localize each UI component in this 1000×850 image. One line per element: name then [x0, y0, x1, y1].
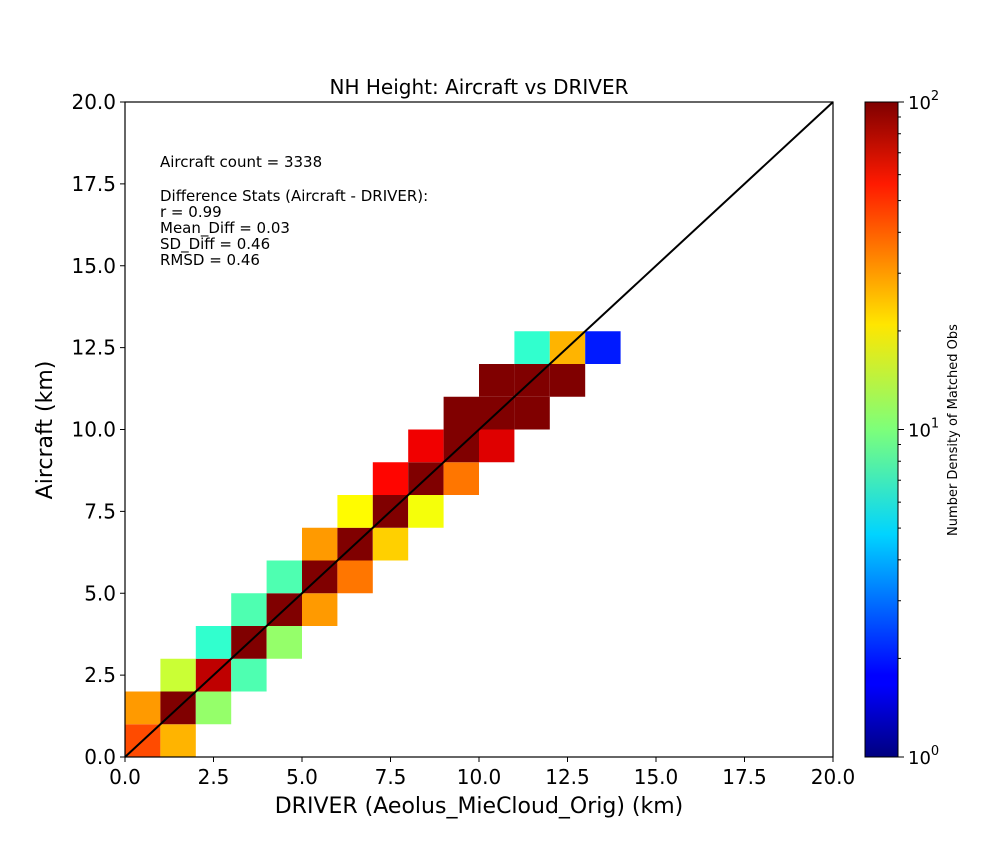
one-to-one-line: [124, 101, 834, 758]
x-tick-label: 17.5: [722, 765, 767, 789]
heatmap-cell: [231, 593, 267, 626]
colorbar-ticks: 100 101 102: [898, 89, 939, 769]
mean-diff-stat: Mean_Diff = 0.03: [160, 219, 290, 238]
x-tick-label: 15.0: [634, 765, 679, 789]
x-tick-label: 20.0: [811, 765, 856, 789]
heatmap-cell: [266, 560, 302, 594]
heatmap-cell: [195, 626, 232, 659]
y-tick-label: 20.0: [71, 90, 116, 114]
heatmap-cells: [125, 331, 621, 757]
heatmap-cell: [160, 658, 196, 692]
difference-stats-heading: Difference Stats (Aircraft - DRIVER):: [160, 187, 428, 205]
heatmap-cell: [372, 527, 409, 561]
heatmap-cell: [302, 527, 338, 561]
heatmap-cell: [549, 364, 586, 397]
colorbar-tick-label: 102: [908, 89, 939, 114]
x-tick-label: 0.0: [109, 765, 141, 789]
chart-title: NH Height: Aircraft vs DRIVER: [330, 75, 629, 99]
heatmap-cell: [302, 593, 338, 626]
x-tick-label: 2.5: [198, 765, 230, 789]
heatmap-cell: [479, 364, 515, 397]
y-tick-label: 15.0: [71, 254, 116, 278]
x-tick-label: 5.0: [286, 765, 318, 789]
colorbar-tick-label: 100: [908, 744, 939, 769]
y-tick-label: 12.5: [71, 336, 116, 360]
heatmap-cell: [337, 560, 373, 594]
y-tick-label: 10.0: [71, 418, 116, 442]
heatmap-cell: [337, 495, 373, 528]
heatmap-cell: [408, 495, 444, 528]
y-tick-label: 7.5: [84, 499, 116, 523]
y-axis-label: Aircraft (km): [33, 361, 58, 500]
colorbar: [864, 101, 899, 758]
x-axis-label: DRIVER (Aeolus_MieCloud_Orig) (km): [275, 794, 684, 819]
heatmap-cell: [266, 626, 302, 659]
heatmap-cell: [514, 331, 550, 364]
x-tick-label: 10.0: [457, 765, 502, 789]
y-tick-label: 0.0: [84, 745, 116, 769]
heatmap-cell: [443, 462, 479, 495]
stats-annotation: Aircraft count = 3338 Difference Stats (…: [160, 153, 428, 269]
heatmap-cell: [195, 691, 232, 725]
aircraft-count-text: Aircraft count = 3338: [160, 153, 322, 171]
heatmap-cell: [479, 429, 515, 463]
heatmap-cell: [443, 396, 479, 430]
r-stat: r = 0.99: [160, 203, 222, 221]
y-tick-label: 17.5: [71, 172, 116, 196]
colorbar-tick-label: 101: [908, 417, 939, 442]
x-tick-label: 7.5: [375, 765, 407, 789]
x-tick-label: 12.5: [545, 765, 590, 789]
rmsd-stat: RMSD = 0.46: [160, 251, 260, 269]
heatmap-cell: [125, 691, 161, 725]
sd-diff-stat: SD_Diff = 0.46: [160, 235, 270, 254]
heatmap-cell: [231, 658, 267, 692]
y-tick-label: 2.5: [84, 663, 116, 687]
heatmap-cell: [160, 724, 196, 757]
heatmap-cell: [514, 396, 550, 430]
colorbar-label: Number Density of Matched Obs: [946, 324, 961, 536]
y-axis-ticks: 0.0 2.5 5.0 7.5 10.0 12.5 15.0 17.5 20.0: [71, 90, 125, 769]
heatmap-cell: [372, 462, 409, 495]
x-axis-ticks: 0.0 2.5 5.0 7.5 10.0 12.5 15.0 17.5 20.0: [109, 757, 855, 789]
heatmap-cell: [408, 429, 444, 463]
heatmap-cell: [585, 331, 621, 364]
y-tick-label: 5.0: [84, 581, 116, 605]
